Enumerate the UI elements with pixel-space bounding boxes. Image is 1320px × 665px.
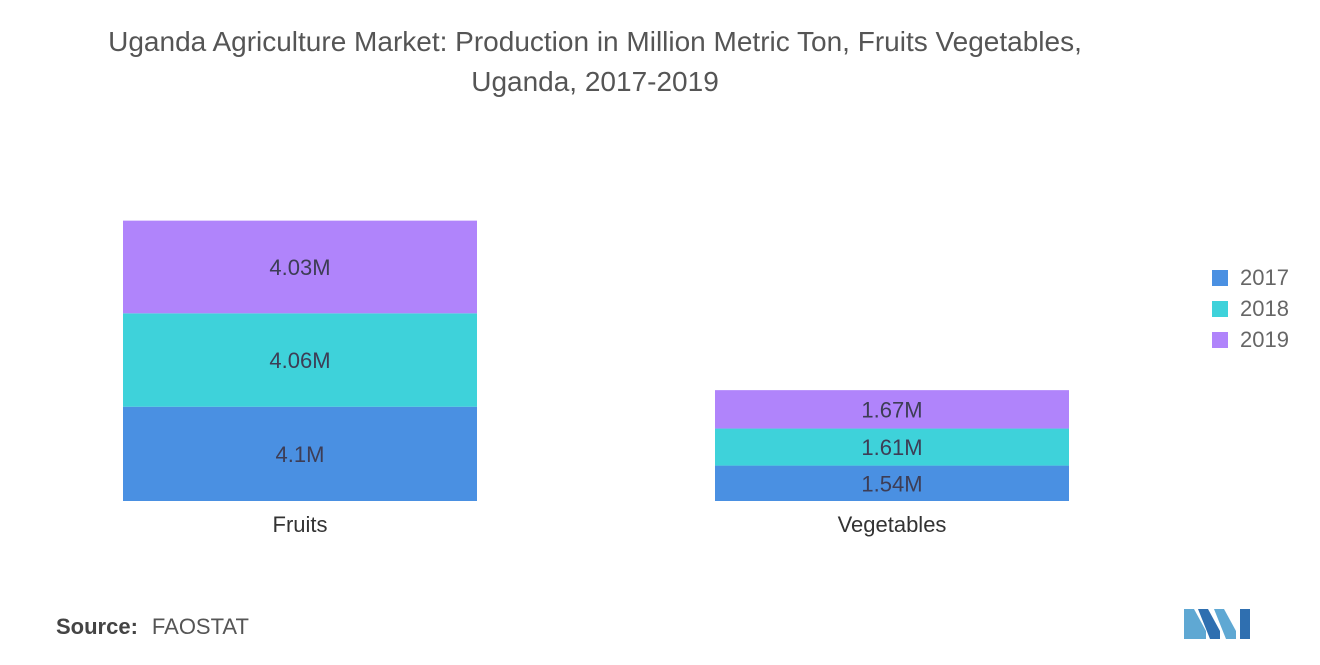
chart-legend: 2017 2018 2019 <box>1212 262 1289 355</box>
legend-item-2017: 2017 <box>1212 262 1289 293</box>
data-label-fruits-2018: 4.06M <box>269 348 330 373</box>
legend-swatch-2019 <box>1212 331 1228 348</box>
legend-label-2019: 2019 <box>1240 326 1289 352</box>
legend-swatch-2017 <box>1212 269 1228 286</box>
chart-title: Uganda Agriculture Market: Production in… <box>0 22 1190 102</box>
chart-title-line-2: Uganda, 2017-2019 <box>471 66 719 97</box>
category-label-fruits: Fruits <box>273 512 328 537</box>
legend-item-2018: 2018 <box>1212 293 1289 324</box>
chart-title-line-1: Uganda Agriculture Market: Production in… <box>108 26 1082 57</box>
source-note: Source: FAOSTAT <box>56 614 249 640</box>
legend-label-2017: 2017 <box>1240 264 1289 290</box>
legend-item-2019: 2019 <box>1212 324 1289 355</box>
bar-fruits-2018 <box>123 313 477 407</box>
legend-swatch-2018 <box>1212 300 1228 317</box>
category-label-vegetables: Vegetables <box>838 512 947 537</box>
source-label: Source: <box>56 614 138 639</box>
bar-vegetables-2018 <box>715 428 1069 466</box>
bar-fruits-2017 <box>123 406 477 501</box>
mordor-intelligence-logo-icon <box>1184 603 1250 644</box>
bar-vegetables-2017 <box>715 465 1069 501</box>
data-label-fruits-2017: 4.1M <box>276 442 325 467</box>
data-label-vegetables-2019: 1.67M <box>861 397 922 422</box>
bar-fruits-2019 <box>123 220 477 314</box>
bar-vegetables-2019 <box>715 390 1069 429</box>
source-value: FAOSTAT <box>151 614 249 639</box>
data-label-vegetables-2017: 1.54M <box>861 471 922 496</box>
data-label-vegetables-2018: 1.61M <box>861 435 922 460</box>
legend-label-2018: 2018 <box>1240 295 1289 321</box>
data-label-fruits-2019: 4.03M <box>269 255 330 280</box>
